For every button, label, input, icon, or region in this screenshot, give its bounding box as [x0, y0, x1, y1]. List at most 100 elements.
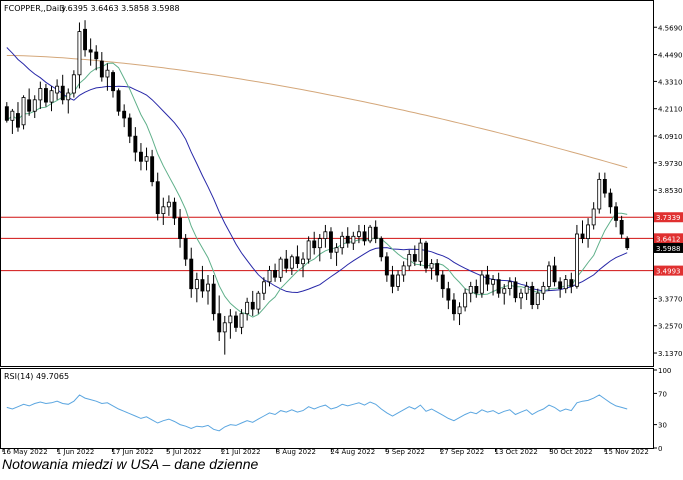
candle — [496, 272, 501, 298]
candle-body — [507, 281, 512, 289]
candle-body — [217, 313, 222, 333]
candle-body — [625, 238, 630, 249]
candle-body — [384, 256, 389, 276]
candle-body — [127, 117, 132, 137]
candle-body — [563, 279, 568, 290]
candle — [178, 209, 182, 248]
candle-body — [547, 265, 551, 287]
candle-body — [479, 274, 484, 294]
candle-body — [250, 301, 255, 310]
candle — [10, 108, 15, 134]
candle-body — [105, 69, 110, 78]
candle-body — [535, 292, 540, 306]
candle — [535, 288, 540, 310]
candle-body — [15, 113, 20, 128]
candle — [44, 83, 48, 107]
candle-body — [575, 233, 579, 287]
moving-averages — [6, 47, 628, 318]
figure-caption: Notowania miedzi w USA – dane dzienne — [2, 456, 259, 472]
candle — [468, 281, 473, 303]
rsi-line — [6, 394, 628, 432]
candle — [407, 249, 412, 271]
rsi-tick-label: 0 — [658, 445, 662, 453]
candle — [507, 277, 512, 296]
candle — [412, 245, 417, 266]
candle — [71, 70, 76, 98]
candle-body — [485, 274, 490, 285]
candle — [166, 195, 171, 216]
candle-body — [491, 279, 495, 285]
candle — [267, 265, 272, 287]
candle-body — [468, 285, 473, 294]
candle — [161, 197, 166, 225]
candle — [446, 281, 451, 310]
candle-body — [373, 226, 378, 239]
candle-body — [261, 281, 266, 294]
candle — [278, 256, 283, 282]
candle-body — [513, 281, 518, 299]
candle-body — [580, 233, 585, 239]
candle-body — [614, 206, 618, 221]
price-tick-label: 3.3770 — [658, 295, 683, 303]
hline-label-box — [654, 212, 683, 223]
candle-body — [178, 217, 182, 240]
candle-body — [116, 90, 121, 112]
candle-body — [155, 181, 160, 214]
rsi-tick-label: 30 — [658, 422, 667, 430]
candle — [614, 202, 618, 228]
candle-body — [496, 279, 501, 294]
candle-body — [424, 242, 428, 269]
candle-body — [474, 285, 479, 294]
candle — [245, 297, 250, 321]
candle-body — [32, 99, 37, 112]
price-tick-label: 4.4490 — [658, 52, 683, 60]
candle — [127, 113, 132, 144]
candle — [211, 275, 216, 321]
candle — [138, 143, 143, 171]
candle — [547, 261, 551, 291]
candle — [317, 234, 322, 262]
price-tick-label: 4.3310 — [658, 78, 683, 86]
candle-body — [608, 192, 613, 208]
candle-body — [144, 156, 149, 162]
candle — [155, 172, 160, 221]
candle — [261, 277, 266, 301]
candle — [88, 38, 93, 66]
candle — [530, 281, 535, 310]
candle-body — [222, 322, 227, 333]
hline-label-box — [654, 233, 683, 244]
candle — [94, 45, 99, 71]
candle — [21, 95, 26, 130]
candle — [306, 236, 311, 264]
hline-label: 3.4993 — [656, 268, 681, 276]
candle-body — [267, 269, 272, 283]
time-tick-label: 5 Jul 2022 — [166, 448, 201, 456]
candle — [519, 288, 523, 310]
last-price-label: 3.5988 — [656, 245, 681, 253]
candle-body — [530, 285, 535, 305]
candle-body — [368, 226, 373, 242]
candle — [351, 231, 356, 250]
candle — [541, 281, 546, 301]
candle-body — [99, 60, 104, 78]
hline-label-box — [654, 265, 683, 276]
candle — [4, 102, 9, 123]
ma-slow-line — [6, 55, 628, 169]
price-tick-label: 4.2110 — [658, 106, 683, 114]
candle — [323, 224, 328, 248]
candle — [233, 311, 238, 332]
candle — [440, 270, 445, 298]
candle-body — [362, 231, 367, 242]
last-price-box — [654, 242, 683, 253]
price-tick-label: 4.0910 — [658, 133, 683, 141]
candle-body — [552, 265, 557, 283]
candle-body — [60, 85, 65, 101]
time-tick-label: 13 Oct 2022 — [495, 448, 538, 456]
candle — [558, 277, 563, 298]
candle-body — [502, 288, 507, 294]
candle — [625, 236, 630, 250]
candle — [27, 88, 32, 116]
candle — [38, 81, 43, 109]
candles — [4, 20, 630, 355]
